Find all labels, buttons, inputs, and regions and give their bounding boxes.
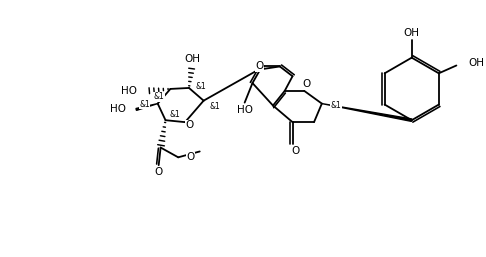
Polygon shape: [136, 104, 158, 111]
Text: O: O: [291, 146, 299, 157]
Text: O: O: [255, 61, 263, 71]
Text: &1: &1: [196, 81, 207, 90]
Text: HO: HO: [110, 104, 126, 114]
Text: &1: &1: [330, 101, 341, 110]
Text: O: O: [302, 79, 311, 89]
Text: OH: OH: [468, 58, 484, 68]
Text: O: O: [155, 167, 163, 177]
Text: HO: HO: [237, 105, 253, 115]
Text: O: O: [186, 152, 194, 162]
Text: &1: &1: [209, 102, 220, 111]
Text: OH: OH: [184, 54, 200, 64]
Text: OH: OH: [404, 28, 420, 38]
Text: &1: &1: [139, 100, 150, 109]
Text: &1: &1: [170, 110, 180, 119]
Text: HO: HO: [121, 86, 137, 96]
Polygon shape: [322, 104, 412, 121]
Text: &1: &1: [154, 92, 165, 101]
Text: O: O: [186, 120, 194, 130]
